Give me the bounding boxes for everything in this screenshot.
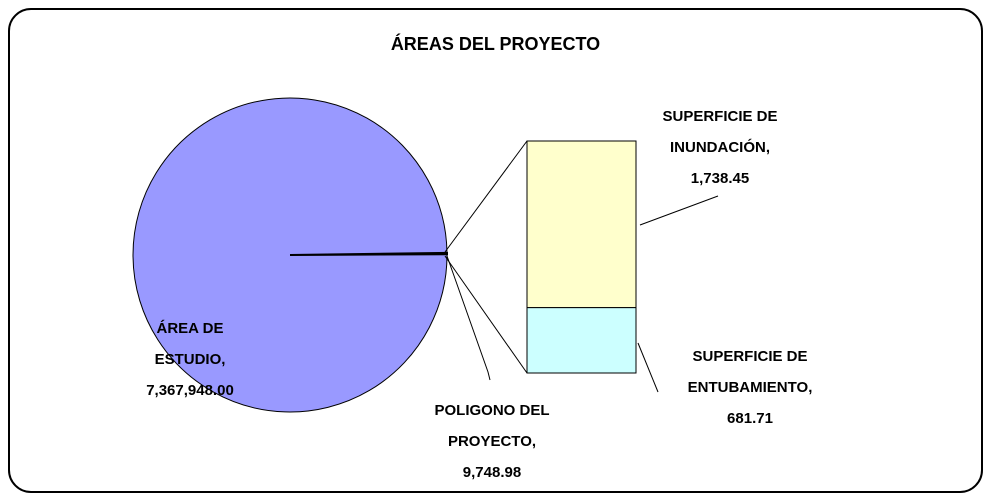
connector-line [444,140,528,253]
data-label: SUPERFICIE DE ENTUBAMIENTO, 681.71 [660,341,840,434]
leader-line [637,342,659,393]
leader-line [639,195,719,226]
label-separator: , [531,433,537,450]
label-category: SUPERFICIE DE ENTUBAMIENTO [687,348,809,396]
label-value: 7,367,948.00 [146,382,234,399]
bar-segment [526,307,637,374]
label-category: ÁREA DE ESTUDIO [154,320,224,368]
label-value: 1,738.45 [690,170,750,187]
label-separator: , [765,139,770,156]
chart-title: ÁREAS DEL PROYECTO [390,34,601,54]
bar-segment [526,140,637,309]
data-label: POLIGONO DEL PROYECTO, 9,748.98 [412,395,572,488]
plot [132,97,637,413]
label-value: 9,748.98 [462,464,522,481]
label-category: POLIGONO DEL PROYECTO [434,402,550,450]
label-separator: , [808,379,813,396]
pie-slice [289,251,449,256]
data-label: ÁREA DE ESTUDIO, 7,367,948.00 [130,313,250,406]
leader-line [446,255,491,381]
data-label: SUPERFICIE DE INUNDACIÓN, 1,738.45 [635,101,805,194]
label-value: 681.71 [727,410,773,427]
label-separator: , [221,351,226,368]
connector-line [444,255,528,374]
label-category: SUPERFICIE DE INUNDACIÓN [662,108,778,156]
